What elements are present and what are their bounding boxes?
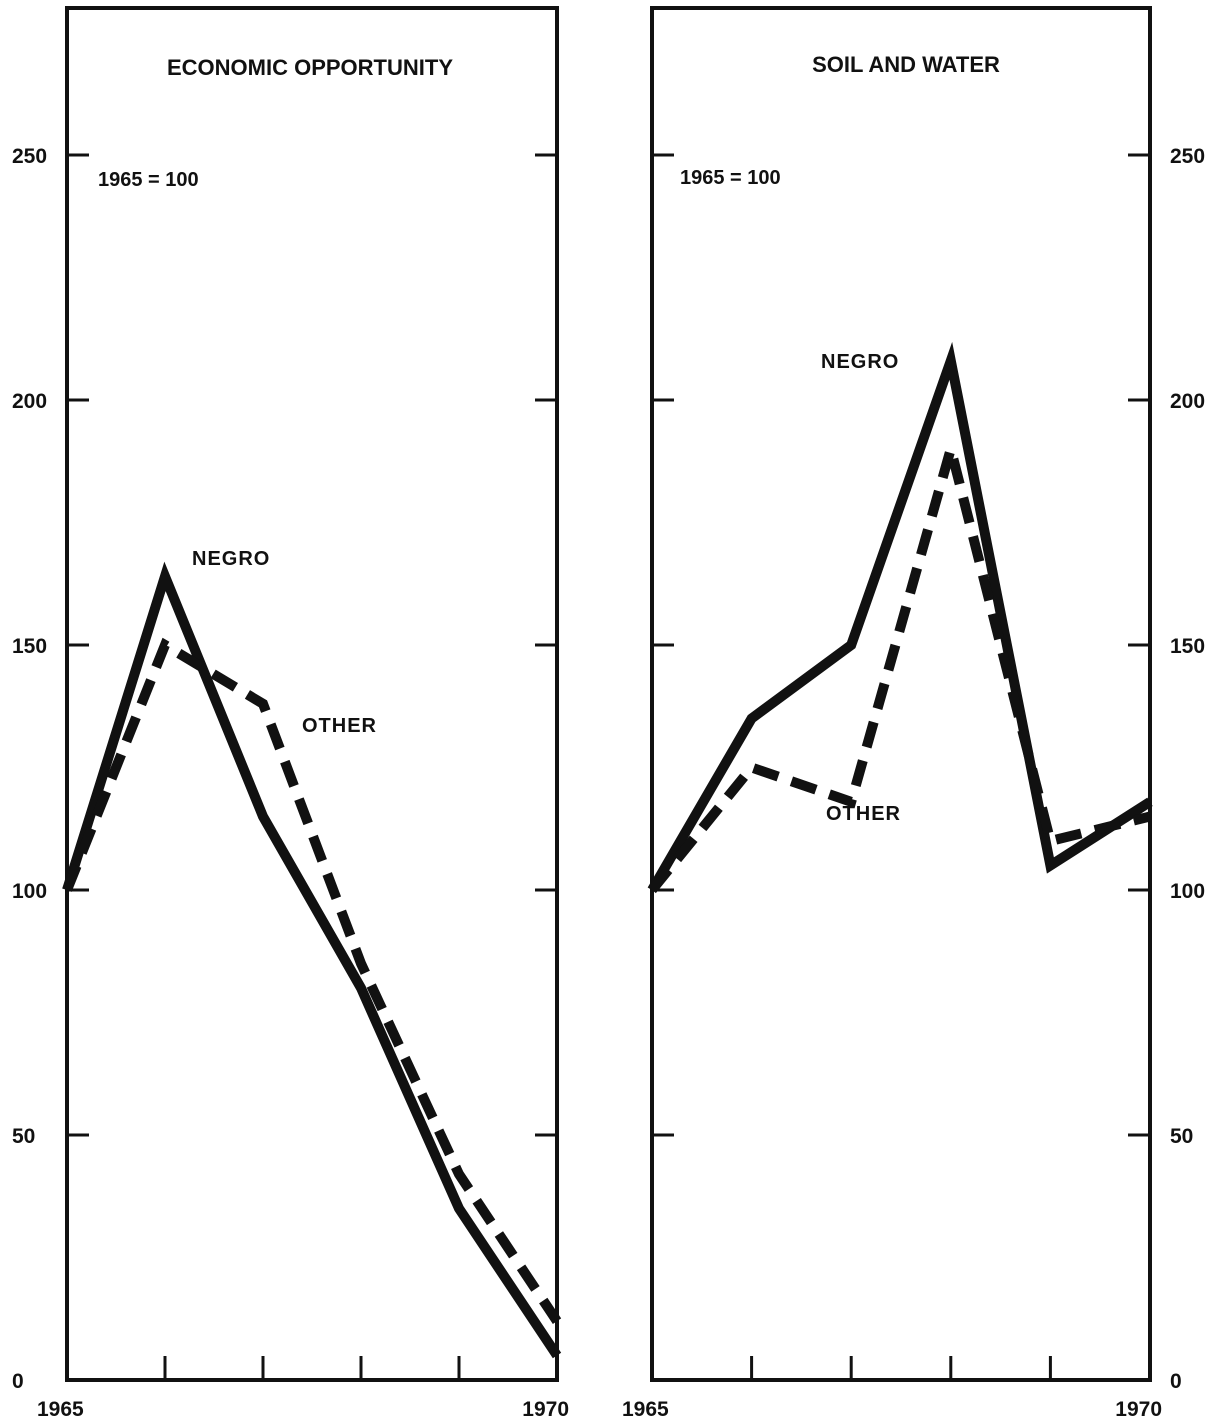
series-line-other [648, 429, 1152, 894]
x-tick-label: 1970 [1115, 1398, 1162, 1421]
chart-title: SOIL AND WATER [812, 52, 1000, 77]
panel-economic-opportunity: ECONOMIC OPPORTUNITY 1965 = 100 0 50 100 150 2… [12, 6, 569, 1421]
y-tick-label: 100 [12, 880, 47, 903]
series-label-other: OTHER [302, 715, 377, 737]
series-line-negro [62, 561, 562, 1359]
y-tick-label: 250 [1170, 145, 1205, 168]
y-tick-label: 100 [1170, 880, 1205, 903]
series-label-negro: NEGRO [192, 548, 270, 570]
y-tick-label: 250 [12, 145, 47, 168]
y-tick-label: 150 [12, 635, 47, 658]
plot-frame [65, 6, 559, 1382]
y-tick-label: 200 [1170, 390, 1205, 413]
y-tick-label: 0 [12, 1370, 24, 1393]
series-line-other [62, 637, 562, 1324]
series-line-negro [647, 341, 1153, 893]
plot-frame [650, 6, 1152, 1382]
x-tick-label: 1970 [522, 1398, 569, 1421]
series-label-negro: NEGRO [821, 351, 899, 373]
base-year-annotation: 1965 = 100 [680, 167, 781, 189]
series-label-other: OTHER [826, 803, 901, 825]
y-tick-label: 150 [1170, 635, 1205, 658]
chart-title: ECONOMIC OPPORTUNITY [167, 55, 453, 80]
y-tick-label: 200 [12, 390, 47, 413]
y-tick-label: 0 [1170, 1370, 1182, 1393]
x-tick-label: 1965 [37, 1398, 84, 1421]
base-year-annotation: 1965 = 100 [98, 169, 199, 191]
y-tick-label: 50 [1170, 1125, 1193, 1148]
y-tick-label: 50 [12, 1125, 35, 1148]
x-tick-label: 1965 [622, 1398, 669, 1421]
panel-soil-and-water: SOIL AND WATER 1965 = 100 0 50 100 150 200 250 1… [622, 6, 1205, 1421]
